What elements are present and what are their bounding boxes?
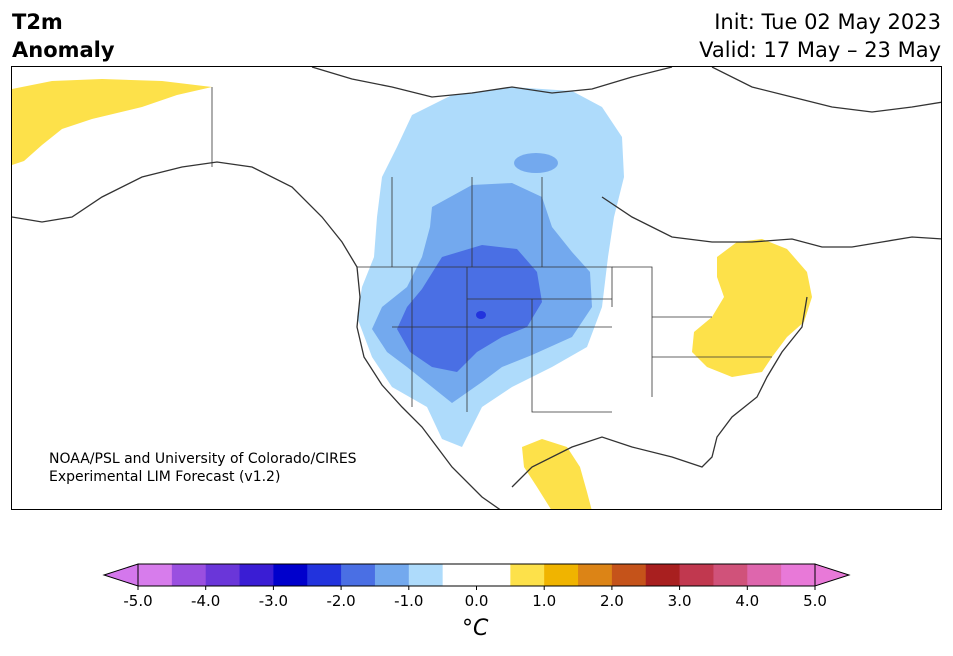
cold-pocket-north [514,153,558,173]
warm-region-northeast [692,239,812,377]
colorbar-tick-label: -2.0 [326,592,355,610]
colorbar-unit: °C [462,616,488,641]
colorbar-segment [171,564,207,586]
colorbar-graphic: -5.0 -4.0 -3.0 -2.0 -1.0 0.0 1.0 2.0 3.0 4.0 5.0 [102,563,851,610]
colorbar-segment [611,564,647,586]
forecast-dates: Init: Tue 02 May 2023 Valid: 17 May – 23… [699,8,941,64]
colorbar-segment [679,564,714,586]
warm-region-alaska [12,79,212,165]
colorbar-segment [578,564,613,586]
colorbar-segment [374,564,410,586]
cold-region-strong [397,245,542,372]
colorbar-segment [273,564,308,586]
credit-line-1: NOAA/PSL and University of Colorado/CIRE… [49,451,357,467]
colorbar-tick-label: 1.0 [532,592,556,610]
colorbar-segment [544,564,579,586]
colorbar-segment [781,564,816,586]
map-canvas [12,67,941,509]
anomaly-map [11,66,942,510]
colorbar-segment [713,564,748,586]
colorbar-tick-label: -4.0 [191,592,220,610]
colorbar-segment [341,564,376,586]
unit-label: °C [462,616,489,641]
colorbar-segment [442,564,477,586]
colorbar-tick-label: 0.0 [465,592,489,610]
title-line-2: Anomaly [12,38,115,62]
colorbar-tick-label: 4.0 [735,592,759,610]
colorbar-tick-label: -3.0 [259,592,288,610]
init-date: Init: Tue 02 May 2023 [714,10,941,34]
cold-region-core [476,311,486,319]
credit-line-2: Experimental LIM Forecast (v1.2) [49,469,281,485]
colorbar-segment [138,564,173,586]
colorbar-segment [476,564,511,586]
forecast-credit: NOAA/PSL and University of Colorado/CIRE… [49,450,357,486]
colorbar-extend-high [814,563,851,587]
colorbar-segment [205,564,241,586]
state-borders [211,87,772,413]
warm-region-mexico [522,439,592,509]
colorbar-tick-label: 3.0 [668,592,692,610]
colorbar-segment [510,564,545,586]
colorbar-tick-label: 5.0 [803,592,827,610]
colorbar: -5.0 -4.0 -3.0 -2.0 -1.0 0.0 1.0 2.0 3.0 4.0 5.0 [0,560,953,650]
colorbar-segment [645,564,681,586]
valid-range: Valid: 17 May – 23 May [699,38,941,62]
colorbar-extend-low [102,563,139,587]
colorbar-segment [747,564,782,586]
coastlines [12,67,941,509]
colorbar-segment [408,564,444,586]
colorbar-tick-label: -1.0 [394,592,423,610]
colorbar-tick-label: 2.0 [600,592,624,610]
title-line-1: T2m [12,10,63,34]
colorbar-tick-label: -5.0 [123,592,152,610]
map-title: T2m Anomaly [12,8,115,64]
colorbar-segment [239,564,274,586]
colorbar-segment [307,564,342,586]
